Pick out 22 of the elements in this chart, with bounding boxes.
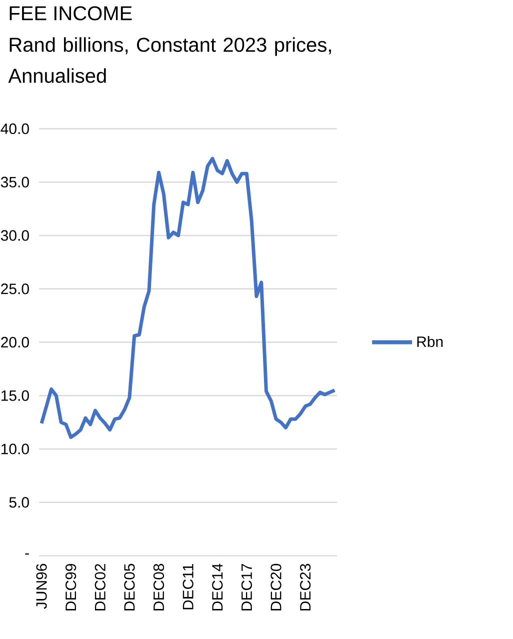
x-tick-label: DEC20: [270, 564, 282, 610]
y-tick-label: 30.0: [0, 230, 29, 241]
chart-title: FEE INCOME: [10, 6, 132, 20]
y-tick-label: 20.0: [1, 336, 29, 348]
x-tick-label: DEC99: [66, 564, 76, 610]
chart-subtitle: Rand billions, Constant 2023 prices, Annualised: [8, 37, 331, 83]
x-tick-label: JUN96: [36, 564, 47, 609]
y-tick-label: 35.0: [0, 176, 29, 188]
y-tick-label: 25.0: [1, 284, 29, 294]
x-tick-label: DEC11: [182, 564, 194, 610]
legend-label: Rbn: [417, 336, 443, 348]
x-tick-label: DEC05: [124, 564, 135, 610]
y-tick-label: -: [25, 553, 29, 555]
x-tick-label: DEC23: [300, 564, 311, 610]
x-tick-label: DEC02: [94, 564, 106, 610]
y-tick-label: 5.0: [9, 497, 29, 508]
x-tick-label: DEC14: [212, 564, 223, 610]
x-tick-label: DEC17: [241, 564, 252, 610]
x-tick-label: DEC08: [153, 564, 164, 610]
y-tick-label: 15.0: [2, 390, 29, 401]
y-tick-label: 10.0: [2, 444, 29, 454]
y-tick-label: 40.0: [0, 123, 29, 134]
